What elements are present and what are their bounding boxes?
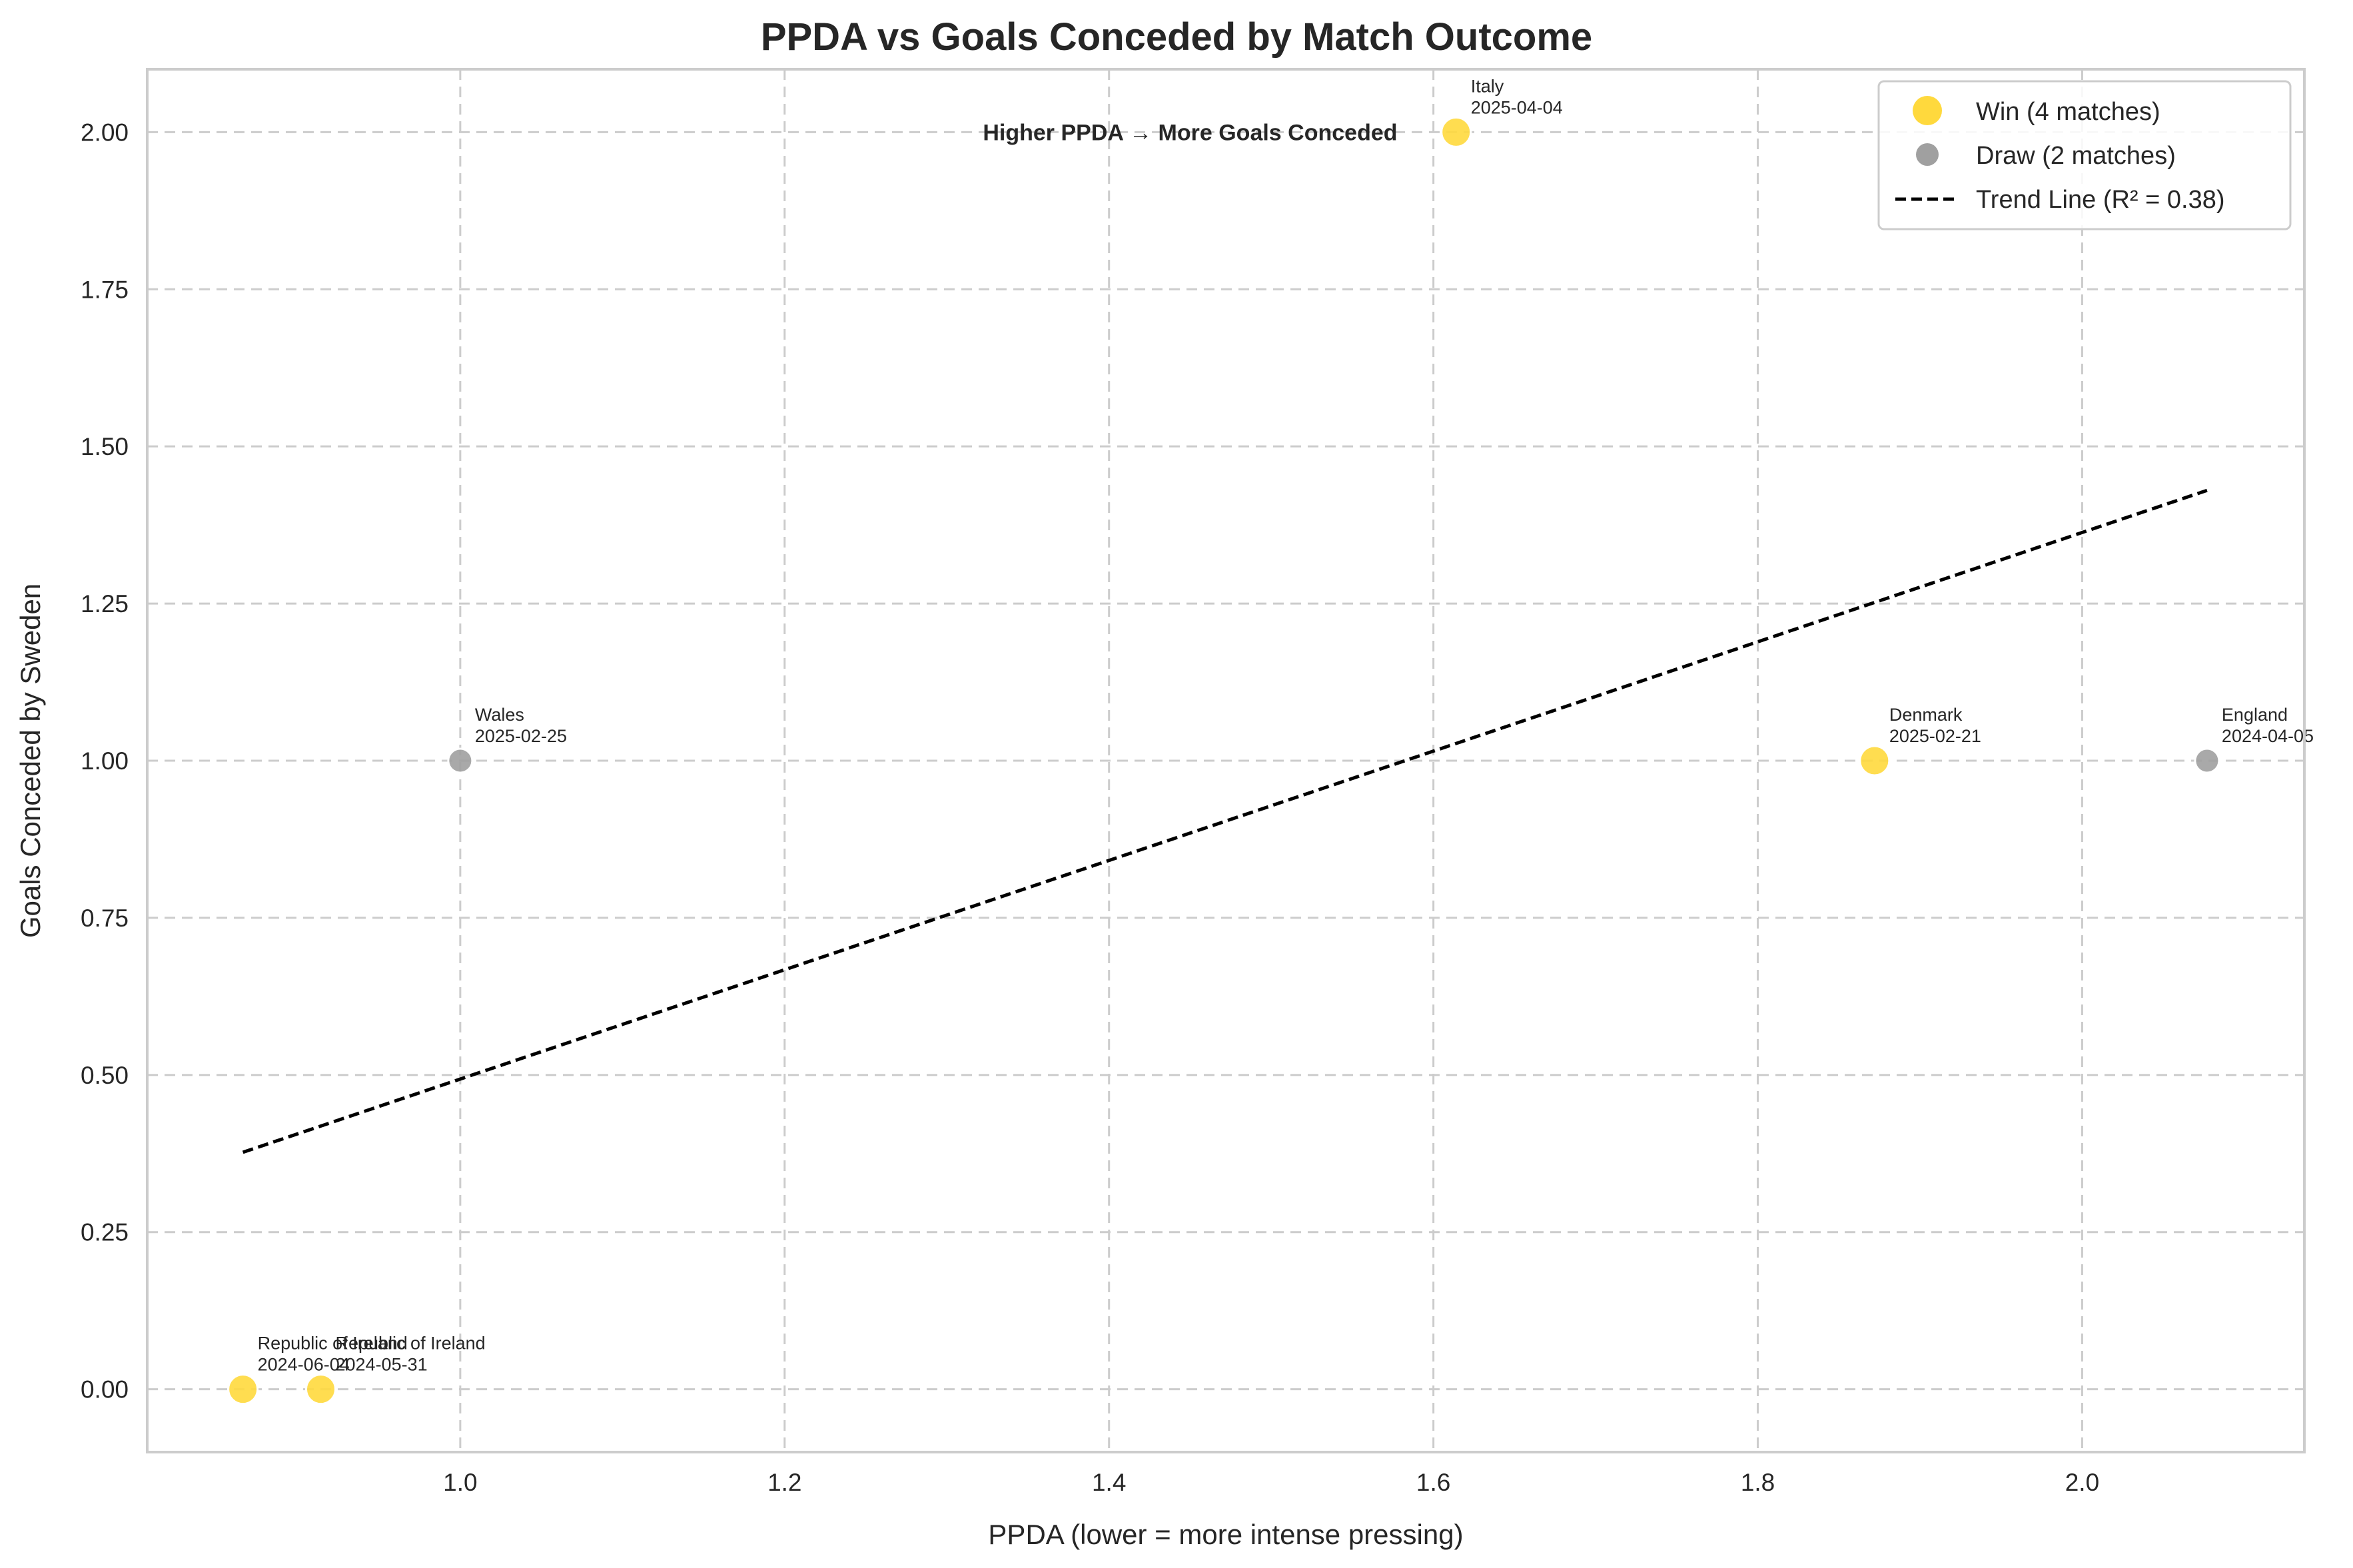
- y-tick-label: 0.25: [81, 1219, 129, 1246]
- win-point: [227, 1373, 259, 1405]
- point-label-date: 2025-04-04: [1471, 97, 1563, 117]
- x-tick-label: 1.6: [1416, 1469, 1450, 1496]
- point-label: Italy 2025-04-04: [1471, 76, 1563, 117]
- point-label-team: England: [2222, 705, 2288, 725]
- point-label-team: Denmark: [1889, 705, 1963, 725]
- chart-title: PPDA vs Goals Conceded by Match Outcome: [761, 15, 1592, 59]
- x-axis-label: PPDA (lower = more intense pressing): [988, 1519, 1463, 1550]
- point-label: Denmark 2025-02-21: [1889, 705, 1981, 746]
- y-tick-label: 2.00: [81, 119, 129, 146]
- legend: Win (4 matches) Draw (2 matches) Trend L…: [1877, 80, 2292, 230]
- point-label: Republic of Ireland 2024-06-04: [258, 1334, 408, 1375]
- point-label-date: 2025-02-21: [1889, 726, 1981, 746]
- win-point: [305, 1373, 337, 1405]
- legend-frame: [1877, 80, 2292, 230]
- point-label: Republic of Ireland 2024-05-31: [336, 1334, 486, 1375]
- trend-line: [242, 488, 2208, 1154]
- plot-frame: [146, 68, 2306, 1453]
- points-layer: [227, 116, 2220, 1405]
- draw-point: [447, 747, 474, 774]
- legend-draw-marker: [1916, 143, 1939, 166]
- y-tick-label: 0.75: [81, 905, 129, 932]
- y-tick-label: 0.00: [81, 1376, 129, 1403]
- legend-draw-label: Draw (2 matches): [1976, 142, 2176, 170]
- x-tick-label: 1.8: [1741, 1469, 1775, 1496]
- point-label-date: 2024-06-04: [258, 1355, 350, 1375]
- tick-labels: 1.0 1.2 1.4 1.6 1.8 2.0 0.00 0.25 0.50 0.75 1.00 1.…: [81, 119, 2099, 1496]
- x-tick-label: 1.4: [1092, 1469, 1126, 1496]
- point-label-team: Italy: [1471, 76, 1504, 96]
- win-point: [1859, 745, 1891, 777]
- y-tick-label: 1.00: [81, 747, 129, 775]
- point-label: England 2024-04-05: [2222, 705, 2314, 746]
- y-tick-label: 0.50: [81, 1062, 129, 1089]
- legend-trend-label: Trend Line (R² = 0.38): [1976, 186, 2225, 214]
- x-tick-label: 2.0: [2065, 1469, 2099, 1496]
- y-tick-label: 1.25: [81, 590, 129, 617]
- point-label-team: Republic of Ireland: [258, 1334, 408, 1354]
- y-tick-label: 1.75: [81, 276, 129, 303]
- x-tick-label: 1.2: [767, 1469, 801, 1496]
- point-label-team: Republic of Ireland: [336, 1334, 486, 1354]
- trend-layer: [242, 488, 2208, 1154]
- y-tick-label: 1.50: [81, 433, 129, 460]
- point-label: Wales 2025-02-25: [475, 705, 567, 746]
- grid-layer: [147, 69, 2304, 1452]
- draw-point: [2194, 747, 2220, 774]
- point-label-date: 2024-05-31: [336, 1355, 428, 1375]
- y-axis-label: Goals Conceded by Sweden: [15, 584, 46, 938]
- x-tick-label: 1.0: [443, 1469, 477, 1496]
- point-label-team: Wales: [475, 705, 524, 725]
- point-label-date: 2024-04-05: [2222, 726, 2314, 746]
- point-label-date: 2025-02-25: [475, 726, 567, 746]
- trend-annotation: Higher PPDA → More Goals Conceded: [983, 120, 1397, 145]
- legend-win-label: Win (4 matches): [1976, 98, 2160, 126]
- win-point: [1440, 116, 1472, 148]
- legend-win-marker: [1913, 96, 1942, 125]
